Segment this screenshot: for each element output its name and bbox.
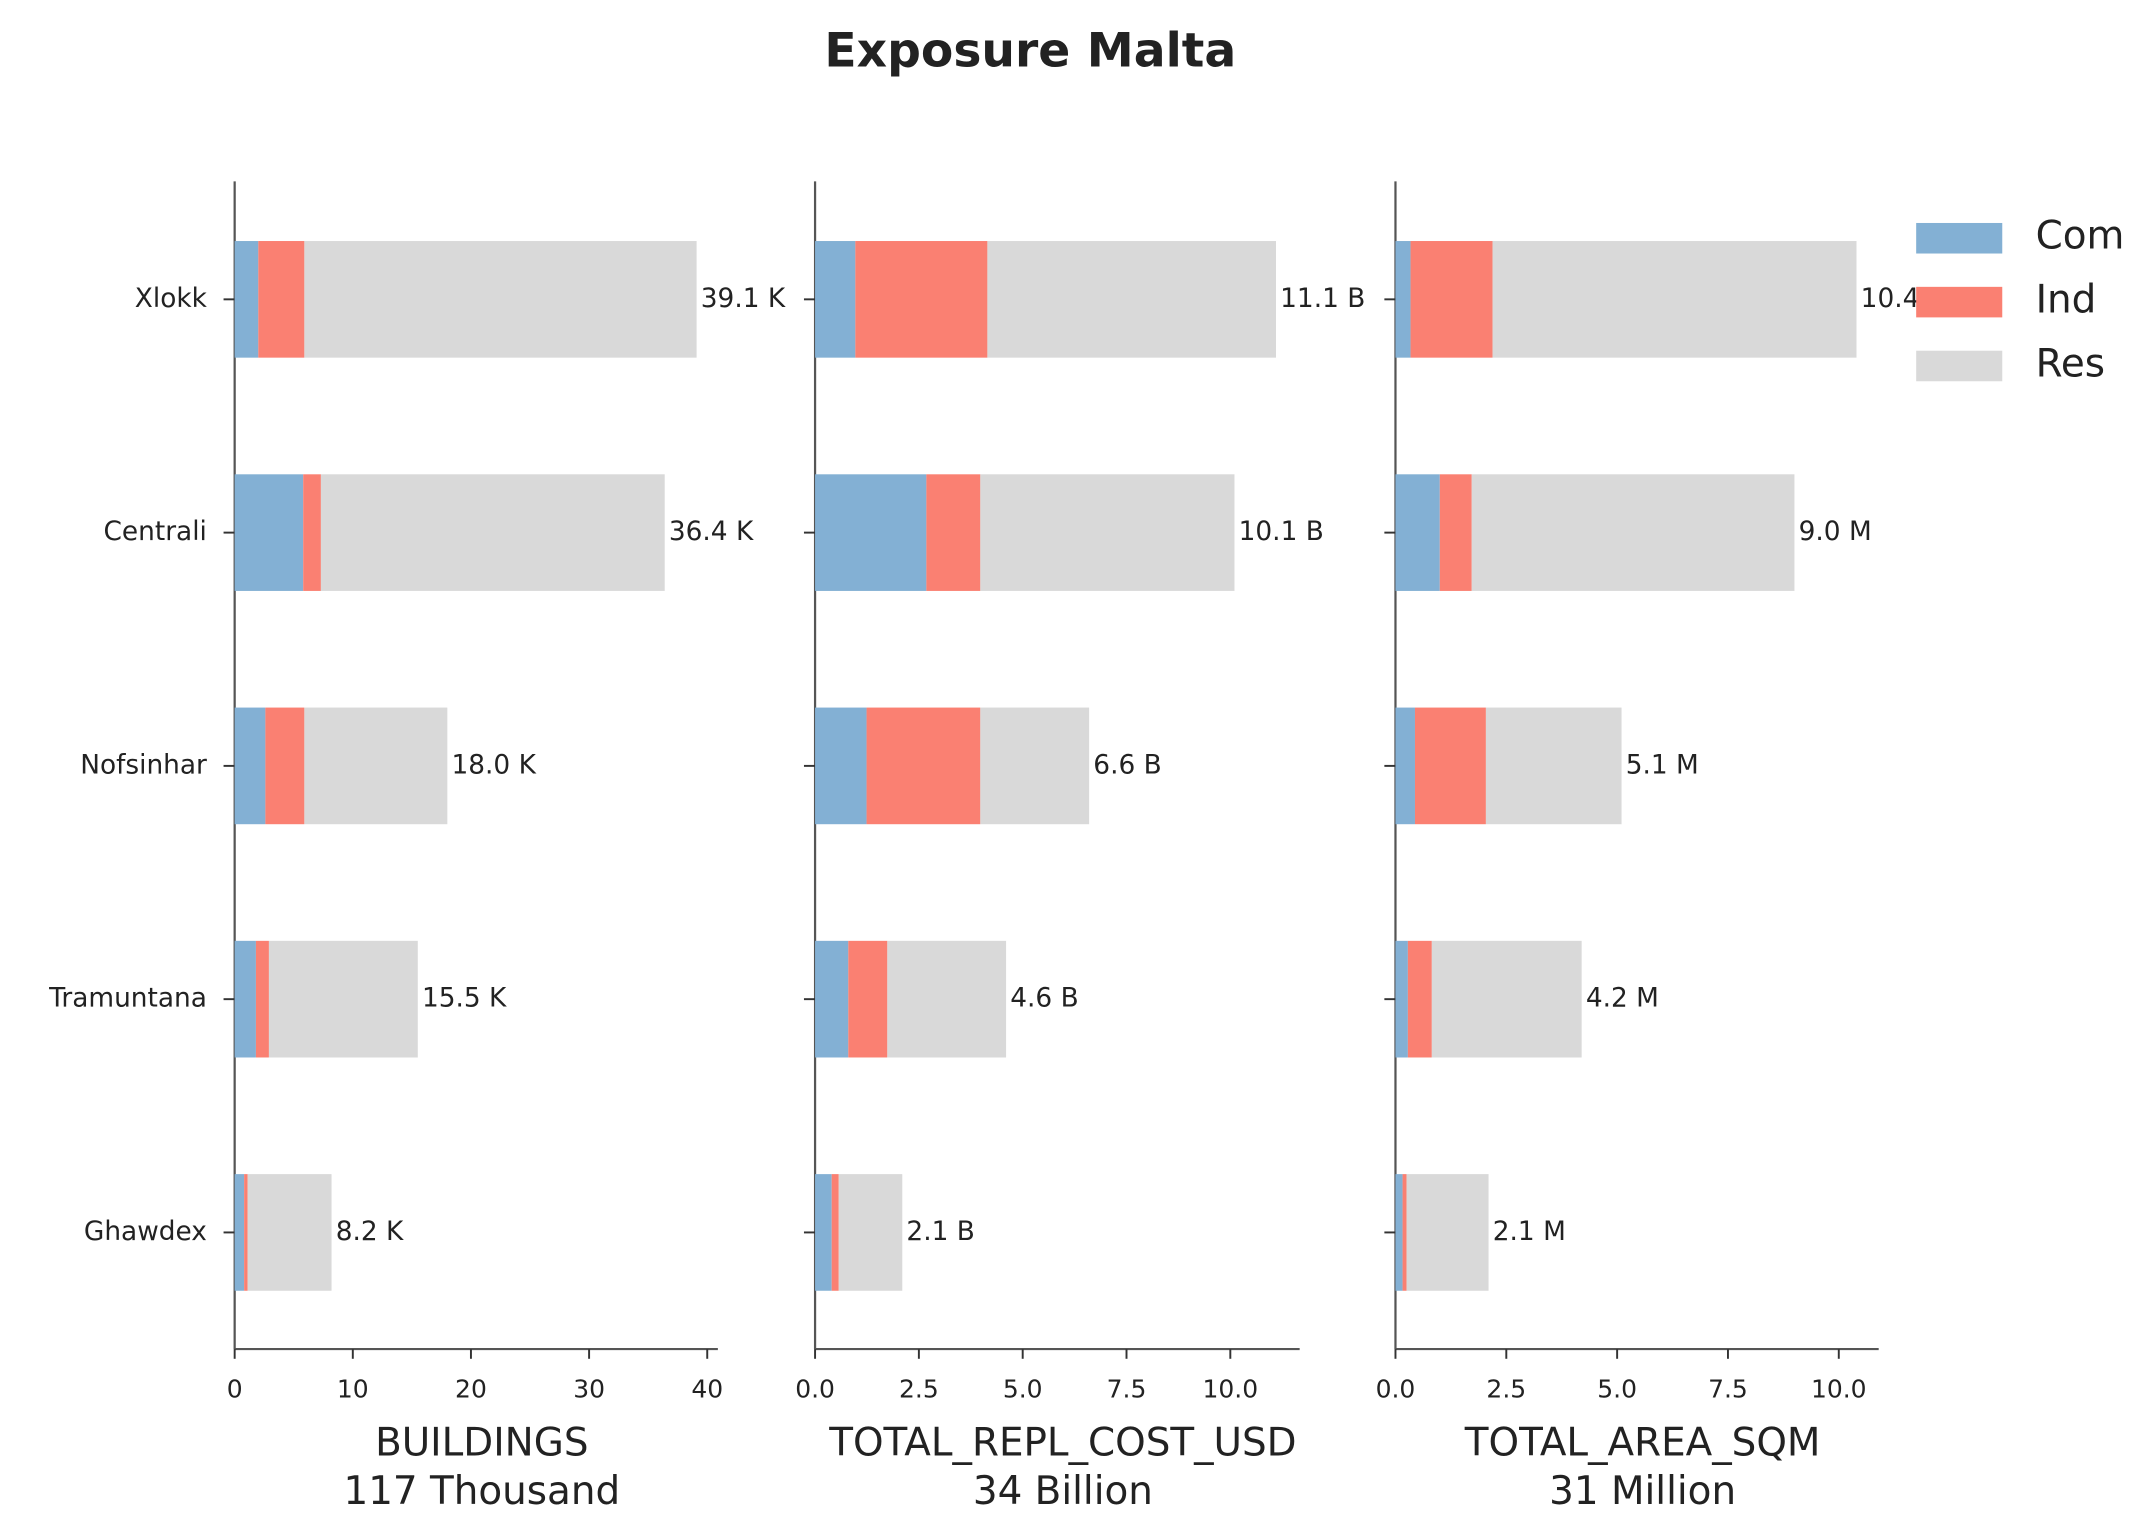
bar-segment <box>815 707 867 825</box>
bar-segment <box>887 940 1007 1058</box>
bar-segment <box>234 474 304 591</box>
bar-segment <box>1395 1174 1403 1291</box>
bar-segment <box>1395 474 1440 591</box>
bar-segment <box>303 474 321 591</box>
bar-segment <box>1431 940 1582 1058</box>
bar-segment <box>1395 940 1408 1058</box>
legend-swatch <box>1916 222 2003 254</box>
bar-segment <box>987 241 1276 358</box>
y-tick-label: Xlokk <box>135 284 208 314</box>
bar-segment <box>265 707 305 825</box>
bar-segment <box>838 1174 903 1291</box>
x-tick-label: 5.0 <box>1597 1375 1637 1404</box>
bar-segment <box>1471 474 1795 591</box>
bar-segment <box>268 940 418 1058</box>
x-tick-label: 0.0 <box>1376 1375 1416 1404</box>
bar-segment <box>1414 707 1486 825</box>
x-tick-label: 7.5 <box>1107 1375 1147 1404</box>
bar-segment <box>1407 940 1432 1058</box>
bar-segment <box>815 1174 832 1291</box>
bar-segment <box>815 241 856 358</box>
y-tick-label: Centrali <box>104 517 207 547</box>
legend-label: Ind <box>2036 278 2097 323</box>
bar-segment <box>258 241 305 358</box>
bar-segment <box>234 707 266 825</box>
bar-segment <box>848 940 888 1058</box>
bar-segment <box>1395 241 1411 358</box>
chart-title: Exposure Malta <box>824 24 1236 79</box>
total-label: 5.1 M <box>1626 750 1699 780</box>
total-label: 36.4 K <box>669 517 754 547</box>
x-axis-label: 31 Million <box>1549 1469 1736 1514</box>
x-tick-label: 20 <box>455 1375 487 1404</box>
x-axis-label: 34 Billion <box>973 1469 1153 1514</box>
x-axis-label: 117 Thousand <box>343 1469 620 1514</box>
bar-segment <box>926 474 981 591</box>
bar-segment <box>815 474 927 591</box>
bar-segment <box>234 241 259 358</box>
total-label: 39.1 K <box>701 284 786 314</box>
bar-segment <box>980 474 1235 591</box>
bar-segment <box>320 474 665 591</box>
x-tick-label: 0 <box>227 1375 243 1404</box>
total-label: 4.2 M <box>1586 984 1659 1014</box>
x-tick-label: 30 <box>573 1375 605 1404</box>
bar-segment <box>247 1174 332 1291</box>
y-tick-label: Ghawdex <box>84 1217 207 1247</box>
x-tick-label: 7.5 <box>1708 1375 1748 1404</box>
total-label: 15.5 K <box>422 984 507 1014</box>
bar-segment <box>255 940 269 1058</box>
x-tick-label: 10 <box>337 1375 369 1404</box>
total-label: 11.1 B <box>1280 284 1365 314</box>
bar-segment <box>1406 1174 1489 1291</box>
x-axis-label: BUILDINGS <box>375 1420 588 1465</box>
legend-swatch <box>1916 350 2003 382</box>
y-tick-label: Nofsinhar <box>80 750 207 780</box>
x-tick-label: 40 <box>691 1375 723 1404</box>
bar-segment <box>1402 1174 1407 1291</box>
total-label: 2.1 B <box>906 1217 974 1247</box>
x-tick-label: 10.0 <box>1202 1375 1258 1404</box>
total-label: 6.6 B <box>1093 750 1161 780</box>
total-label: 8.2 K <box>336 1217 404 1247</box>
bar-segment <box>855 241 988 358</box>
total-label: 4.6 B <box>1010 984 1078 1014</box>
legend-label: Res <box>2036 341 2105 386</box>
total-label: 18.0 K <box>451 750 536 780</box>
bar-segment <box>866 707 981 825</box>
bar-segment <box>1485 707 1622 825</box>
total-label: 10.1 B <box>1239 517 1324 547</box>
bar-segment <box>1492 241 1857 358</box>
x-axis-label: TOTAL_AREA_SQM <box>1464 1420 1821 1465</box>
bar-segment <box>234 1174 245 1291</box>
legend-swatch <box>1916 286 2003 318</box>
total-label: 9.0 M <box>1799 517 1872 547</box>
bar-segment <box>1395 707 1415 825</box>
bar-segment <box>234 940 256 1058</box>
legend-label: Com <box>2036 214 2125 259</box>
bar-segment <box>1439 474 1472 591</box>
x-tick-label: 0.0 <box>795 1375 835 1404</box>
bar-segment <box>1410 241 1493 358</box>
y-tick-label: Tramuntana <box>48 984 207 1014</box>
x-tick-label: 5.0 <box>1003 1375 1043 1404</box>
bar-segment <box>831 1174 839 1291</box>
bar-segment <box>304 241 697 358</box>
x-axis-label: TOTAL_REPL_COST_USD <box>828 1420 1296 1465</box>
total-label: 2.1 M <box>1493 1217 1566 1247</box>
bar-segment <box>304 707 448 825</box>
x-tick-label: 2.5 <box>899 1375 939 1404</box>
bar-segment <box>244 1174 248 1291</box>
bar-segment <box>980 707 1090 825</box>
bar-segment <box>815 940 849 1058</box>
x-tick-label: 10.0 <box>1811 1375 1867 1404</box>
x-tick-label: 2.5 <box>1486 1375 1526 1404</box>
